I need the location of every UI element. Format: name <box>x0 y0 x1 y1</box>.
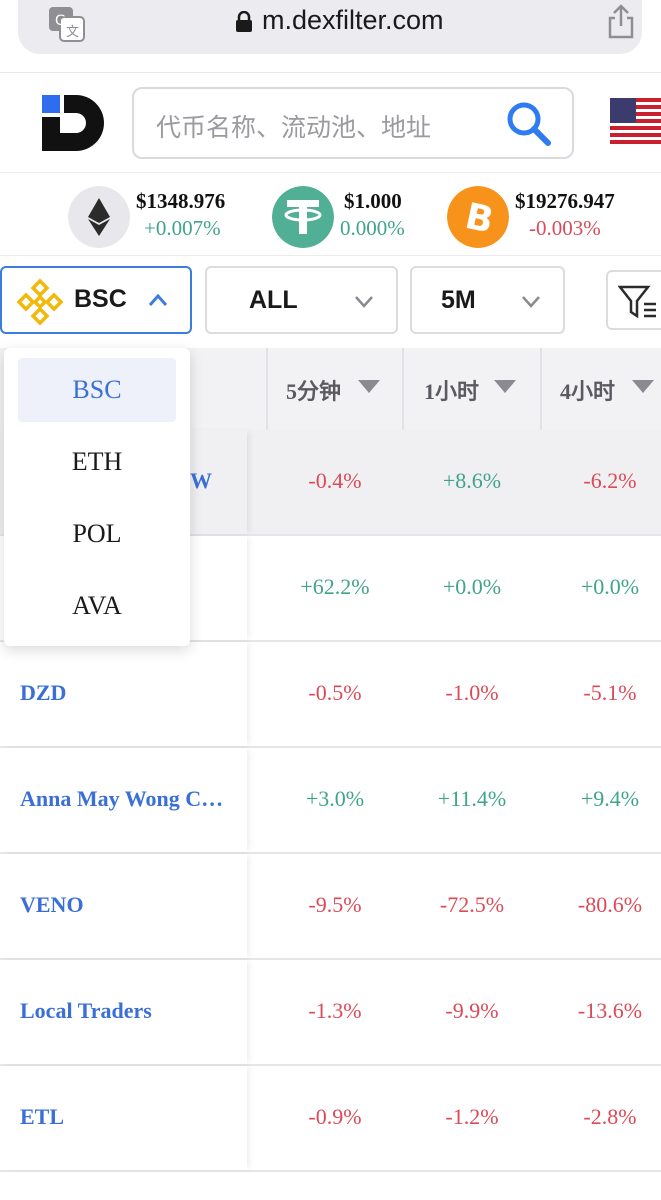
chain-option-pol[interactable]: POL <box>72 519 122 548</box>
usdt-price: $1.000 <box>344 189 402 213</box>
pair-name-link[interactable]: Local Traders <box>20 998 152 1023</box>
col-header-4h[interactable]: 4小时 <box>542 348 661 430</box>
interval-select[interactable]: 5M <box>410 266 565 334</box>
usdt-change: 0.000% <box>340 216 405 240</box>
price-ticker: $1348.976 +0.007% $1.000 0.000% B $19276… <box>0 172 661 256</box>
eth-icon <box>68 186 130 248</box>
change-cell-c4h: -80.6% <box>577 892 643 917</box>
chevron-up-icon <box>148 293 168 306</box>
search-input[interactable]: 代币名称、流动池、地址 <box>132 87 574 159</box>
pair-name-cell: DZD <box>0 642 247 746</box>
change-cell-c1h: -9.9% <box>445 998 499 1023</box>
pair-name-cell: Anna May Wong C… <box>0 748 247 852</box>
site-header: 代币名称、流动池、地址 <box>0 72 661 172</box>
table-row[interactable]: DZD -0.5% -1.0% -5.1% <box>0 642 661 748</box>
svg-text:文: 文 <box>66 25 79 40</box>
chain-select[interactable]: BSC <box>0 266 192 334</box>
change-cell-c4h: -2.8% <box>583 1104 637 1129</box>
btc-price: $19276.947 <box>515 189 615 213</box>
change-cell-c1h: -72.5% <box>439 892 505 917</box>
change-cell-c5m: +62.2% <box>300 574 370 599</box>
change-cell-c5m: -0.4% <box>308 468 362 493</box>
filter-button[interactable] <box>606 270 661 330</box>
eth-change: +0.007% <box>144 216 221 240</box>
bnb-icon <box>16 278 64 326</box>
change-cell-c1h: -1.0% <box>445 680 499 705</box>
chain-select-label: BSC <box>74 285 127 313</box>
chain-option-ava[interactable]: AVA <box>72 591 122 620</box>
sort-icon <box>494 380 516 393</box>
change-cell-c4h: +0.0% <box>580 574 640 599</box>
pair-name-link[interactable]: DZD <box>20 680 67 705</box>
chevron-down-icon <box>522 296 540 308</box>
lock-icon <box>236 11 252 32</box>
change-cell-c5m: +3.0% <box>305 786 365 811</box>
chevron-down-icon <box>355 296 373 308</box>
btc-change: -0.003% <box>529 216 601 240</box>
change-cell-c5m: -0.9% <box>308 1104 362 1129</box>
pair-name-link[interactable]: W <box>190 468 212 493</box>
us-flag-icon[interactable] <box>610 98 661 146</box>
pair-name-cell: VENO <box>0 854 247 958</box>
pair-name-cell: Local Traders <box>0 960 247 1064</box>
pair-name-link[interactable]: Anna May Wong C… <box>20 786 224 811</box>
col-header-5m[interactable]: 5分钟 <box>268 348 402 430</box>
filter-icon <box>618 285 656 319</box>
url-text: m.dexfilter.com <box>262 5 444 35</box>
sort-icon <box>632 380 654 393</box>
btc-icon: B <box>447 186 509 248</box>
table-row[interactable]: Local Traders -1.3% -9.9% -13.6% <box>0 960 661 1066</box>
search-placeholder: 代币名称、流动池、地址 <box>156 113 432 142</box>
change-cell-c4h: -6.2% <box>583 468 637 493</box>
share-icon[interactable] <box>606 4 636 40</box>
change-cell-c5m: -0.5% <box>308 680 362 705</box>
change-cell-c5m: -1.3% <box>308 998 362 1023</box>
table-row[interactable]: VENO -9.5% -72.5% -80.6% <box>0 854 661 960</box>
chain-option-eth[interactable]: ETH <box>71 447 123 476</box>
usdt-icon <box>272 186 334 248</box>
eth-price: $1348.976 <box>136 189 226 213</box>
change-cell-c4h: -5.1% <box>583 680 637 705</box>
pair-name-link[interactable]: VENO <box>20 892 84 917</box>
change-cell-c1h: +8.6% <box>442 468 502 493</box>
svg-text:G: G <box>55 13 66 29</box>
pair-name-cell: ETL <box>0 1066 247 1170</box>
chain-option-bsc[interactable]: BSC <box>18 358 176 422</box>
col-header-1h[interactable]: 1小时 <box>404 348 540 430</box>
sort-icon <box>358 380 380 393</box>
change-cell-c1h: +11.4% <box>437 786 507 811</box>
translate-icon[interactable]: G 文 <box>48 6 86 42</box>
chain-dropdown-menu: BSC ETH POL AVA <box>4 348 190 646</box>
change-cell-c4h: +9.4% <box>580 786 640 811</box>
pair-name-link[interactable]: ETL <box>20 1104 65 1129</box>
change-cell-c5m: -9.5% <box>308 892 362 917</box>
change-cell-c4h: -13.6% <box>577 998 643 1023</box>
table-row[interactable]: Anna May Wong C… +3.0% +11.4% +9.4% <box>0 748 661 854</box>
filter-bar: BSC ALL 5M <box>0 256 661 348</box>
browser-url-bar: G 文 m.dexfilter.com <box>0 0 661 72</box>
change-cell-c1h: -1.2% <box>445 1104 499 1129</box>
search-icon[interactable] <box>504 99 554 149</box>
address-field[interactable]: G 文 m.dexfilter.com <box>18 0 642 54</box>
interval-select-label: 5M <box>441 286 476 314</box>
table-row[interactable]: ETL -0.9% -1.2% -2.8% <box>0 1066 661 1172</box>
change-cell-c1h: +0.0% <box>442 574 502 599</box>
type-select-label: ALL <box>249 286 298 314</box>
dexfilter-logo-icon[interactable] <box>40 93 104 153</box>
type-select[interactable]: ALL <box>205 266 398 334</box>
